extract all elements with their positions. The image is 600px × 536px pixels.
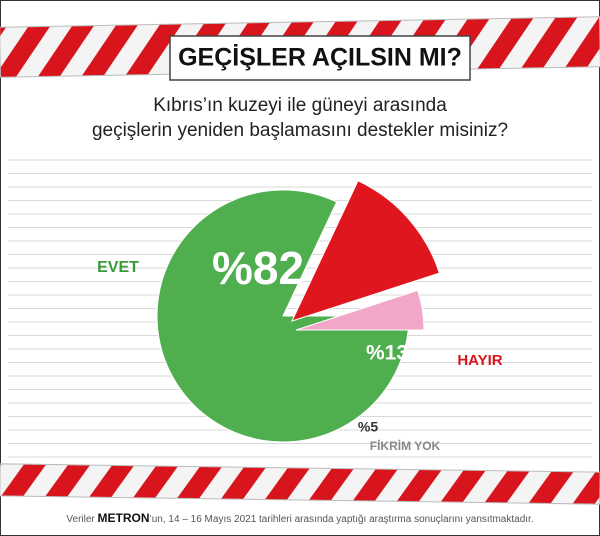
- subtitle: Kıbrıs’ın kuzeyi ile güneyi arasında: [153, 95, 447, 116]
- category-label: HAYIR: [457, 352, 502, 369]
- source: Veriler METRON’un, 14 – 16 Mayıs 2021 ta…: [66, 511, 533, 525]
- value-label: %82: [212, 242, 304, 294]
- value-label: %5: [358, 419, 378, 435]
- value-label: %13: [366, 342, 408, 365]
- category-label: FİKRİM YOK: [370, 438, 441, 453]
- source-text: ’un, 14 – 16 Mayıs 2021 tarihleri arasın…: [150, 514, 534, 525]
- source-text: Veriler: [66, 514, 97, 525]
- source-brand: METRON: [98, 511, 150, 525]
- chart-title: GEÇİŞLER AÇILSIN MI?: [178, 44, 462, 72]
- pie-slice: [156, 189, 410, 443]
- pie-slice: [295, 289, 425, 331]
- pie: %82 EVET %13 HAYIR %5 FİKRİM YOK: [97, 180, 503, 453]
- pie-slice: [291, 180, 441, 322]
- subtitle: geçişlerin yeniden başlamasını destekler…: [92, 120, 508, 141]
- category-label: EVET: [97, 259, 139, 276]
- title-box: [169, 35, 471, 81]
